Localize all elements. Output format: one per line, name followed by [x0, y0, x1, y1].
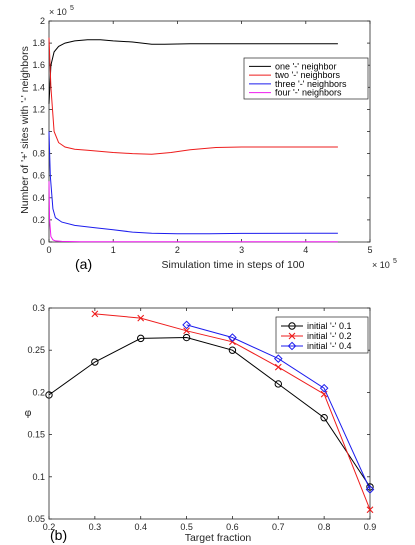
legend-entry-label: initial '-' 0.2 [307, 331, 351, 341]
legend-entry-label: three '-' neighbors [275, 79, 347, 89]
panel-b-data-point [45, 391, 53, 399]
legend-entry-label: one '-' neighbor [275, 61, 336, 71]
legend-marker [288, 322, 296, 330]
panel-a-xtick-label: 3 [239, 245, 244, 255]
panel-b-data-point [274, 363, 282, 371]
panel-a-xtick-label: 2 [175, 245, 180, 255]
panel-a-series-line [48, 39, 338, 104]
panel-b-data-point [365, 485, 375, 494]
panel-b-ytick-label: 0.05 [27, 514, 45, 524]
panel-a-x-exponent: × 10 5 [372, 258, 397, 270]
panel-b-xtick-label: 0.9 [364, 522, 377, 532]
panel-a-ytick-label: 1 [40, 127, 45, 137]
panel-b-xtick-label: 0.8 [318, 522, 331, 532]
panel-b-data-point [182, 320, 191, 330]
panel-a-series-line [48, 37, 338, 155]
panel-b-data-point [273, 354, 283, 363]
plots-layer: 0 1 2 3 4 5 0 0.2 0.4 0.6 0.8 1 1.2 1.4 1.6 1.8 2 one '-'… [27, 16, 376, 532]
panel-b-data-point [366, 506, 374, 514]
panel-b-ytick-label: 0.15 [27, 430, 45, 440]
panel-b-xtick-label: 0.2 [43, 522, 56, 532]
panel-b-xtick-label: 0.3 [89, 522, 102, 532]
panel-a-ytick-label: 0.4 [32, 193, 45, 203]
panel-a-ytick-label: 2 [40, 16, 45, 26]
panel-b: (b) Target fraction φ [25, 407, 252, 544]
panel-a-ytick-label: 0.2 [32, 215, 45, 225]
panel-a-series-line [48, 181, 338, 243]
panel-b-xlabel: Target fraction [185, 532, 252, 544]
panel-a-xtick-label: 0 [46, 245, 51, 255]
panel-a-y-exponent-power: 5 [70, 5, 74, 12]
panel-b-xtick-label: 0.7 [272, 522, 285, 532]
panel-a-xtick-label: 1 [111, 245, 116, 255]
panel-a-ylabel: Number of '+' sites with '-' neighbors [19, 46, 31, 214]
panel-a: (a) Simulation time in steps of 100 Numb… [19, 5, 397, 272]
legend-entry-label: initial '-' 0.4 [307, 341, 351, 351]
legend-marker [287, 341, 297, 351]
legend-entry-label: four '-' neighbors [275, 88, 342, 98]
panel-b-data-point [183, 327, 190, 335]
panel-a-xlabel: Simulation time in steps of 100 [162, 259, 305, 271]
panel-b-ytick-label: 0.3 [32, 303, 45, 313]
panel-a-ytick-label: 1.4 [32, 82, 45, 92]
panel-a-series-line [48, 131, 338, 235]
panel-b-data-point [137, 314, 145, 322]
panel-a-axes-box [48, 20, 371, 243]
panel-b-data-point [182, 333, 191, 342]
panel-b-ytick-label: 0.25 [27, 345, 45, 355]
legend-box [243, 57, 369, 100]
panel-a-ytick-label: 0.8 [32, 149, 45, 159]
panel-b-data-point [274, 380, 282, 388]
legend-entry-label: initial '-' 0.1 [307, 321, 351, 331]
legend-marker [288, 332, 296, 340]
panel-a-y-exponent: × 10 5 [49, 5, 74, 17]
panel-b-xtick-label: 0.4 [134, 522, 147, 532]
panel-b-data-point [137, 334, 145, 343]
panel-a-x-exponent-power: 5 [393, 258, 397, 265]
panel-b-label: (b) [50, 527, 67, 543]
panel-a-ytick-label: 1.2 [32, 104, 45, 114]
panel-a-xtick-label: 5 [367, 245, 372, 255]
legend-entry-label: two '-' neighbors [275, 70, 340, 80]
panel-b-xtick-label: 0.6 [226, 522, 239, 532]
panel-a-ytick-label: 1.8 [32, 38, 45, 48]
panel-b-data-point [319, 383, 329, 393]
panel-b-ylabel: φ [25, 407, 32, 419]
panel-a-x-exponent-base: × 10 [372, 260, 390, 270]
panel-b-data-point [320, 414, 328, 422]
panel-a-y-exponent-base: × 10 [49, 7, 67, 17]
panel-b-data-point [91, 358, 99, 366]
panel-a-plot: 0 1 2 3 4 5 0 0.2 0.4 0.6 0.8 1 1.2 1.4 1.6 1.8 2 one '-'… [32, 16, 372, 255]
panel-b-xtick-label: 0.5 [180, 522, 193, 532]
panel-b-data-point [228, 333, 237, 342]
panel-b-ytick-label: 0.2 [32, 387, 45, 397]
panel-a-ytick-label: 0.6 [32, 171, 45, 181]
panel-b-data-point [91, 310, 99, 318]
panel-b-plot: 0.2 0.3 0.4 0.5 0.6 0.7 0.8 0.9 0.05 0.1 0.15 0.2 0.… [27, 303, 376, 532]
panel-b-ytick-label: 0.1 [32, 472, 45, 482]
panel-b-series-line [48, 336, 371, 488]
panel-a-xtick-label: 4 [303, 245, 308, 255]
panel-b-series-line [186, 324, 371, 490]
panel-a-label: (a) [75, 256, 92, 272]
panel-a-ytick-label: 1.6 [32, 60, 45, 70]
panel-b-data-point [228, 346, 237, 354]
panel-a-ytick-label: 0 [40, 237, 45, 247]
panel-b-axes-box [48, 307, 371, 520]
panel-b-data-point [366, 483, 374, 491]
